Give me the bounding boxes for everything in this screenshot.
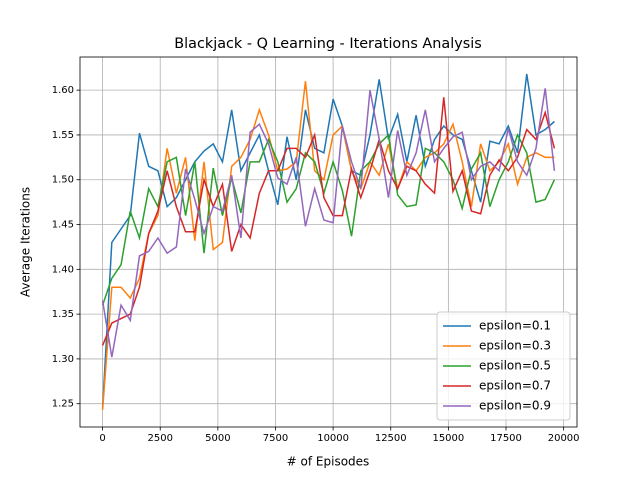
x-tick-label: 12500 — [375, 433, 407, 444]
legend-label: epsilon=0.9 — [479, 399, 551, 413]
series-line — [101, 88, 556, 358]
plot-frame — [79, 56, 578, 428]
chart-title: Blackjack - Q Learning - Iterations Anal… — [174, 36, 481, 52]
y-tick-label: 1.30 — [52, 354, 74, 365]
series-line — [101, 97, 556, 346]
x-tick-label: 2500 — [147, 433, 172, 444]
y-tick-label: 1.45 — [52, 220, 74, 231]
y-tick-label: 1.50 — [52, 175, 74, 186]
x-tick-label: 0 — [99, 433, 105, 444]
x-tick-label: 15000 — [432, 433, 464, 444]
y-tick-label: 1.60 — [52, 85, 74, 96]
legend: epsilon=0.1 epsilon=0.3 epsilon=0.5 epsilon… — [436, 311, 571, 421]
y-tick-label: 1.40 — [52, 264, 74, 275]
y-axis-label: Average Iterations — [19, 187, 33, 297]
x-axis-label: # of Episodes — [287, 455, 370, 469]
y-tick-label: 1.35 — [52, 309, 74, 320]
x-tick-label: 7500 — [263, 433, 288, 444]
legend-label: epsilon=0.3 — [479, 339, 551, 353]
series-line — [101, 133, 556, 306]
x-tick-label: 20000 — [548, 433, 580, 444]
legend-label: epsilon=0.5 — [479, 359, 551, 373]
series-line — [101, 73, 555, 409]
y-tick-label: 1.55 — [52, 130, 74, 141]
x-tick-label: 10000 — [317, 433, 349, 444]
legend-label: epsilon=0.7 — [479, 379, 551, 393]
legend-box — [436, 311, 571, 421]
legend-label: epsilon=0.1 — [479, 319, 551, 333]
x-tick-label: 5000 — [205, 433, 230, 444]
x-tick-label: 17500 — [490, 433, 522, 444]
y-tick-label: 1.25 — [52, 399, 74, 410]
